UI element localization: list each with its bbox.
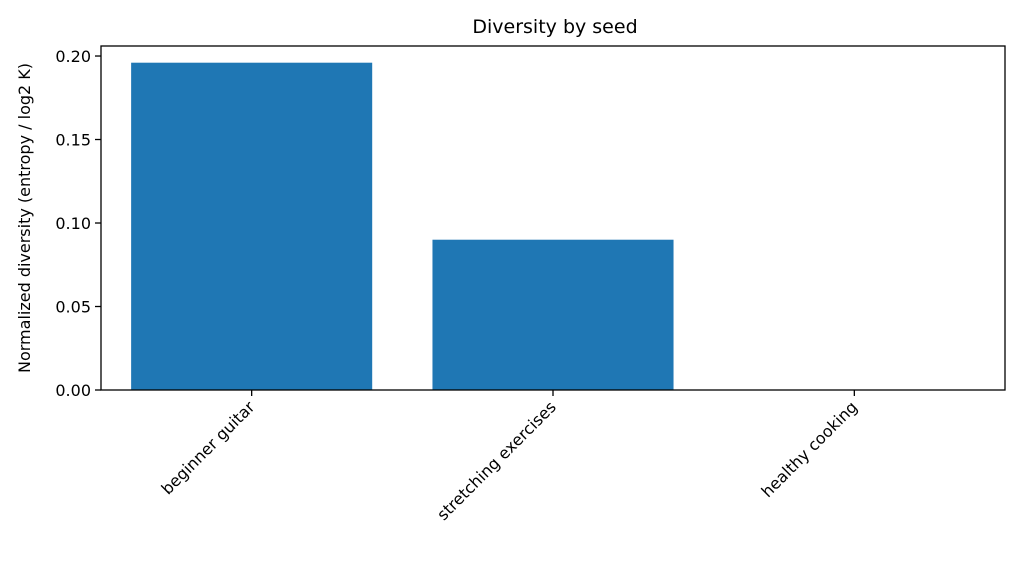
y-ticks-group: 0.00 0.05 0.10 0.15 0.20 bbox=[55, 47, 101, 400]
y-tick-label: 0.05 bbox=[55, 298, 91, 317]
x-ticks-group: beginner guitar stretching exercises healt… bbox=[158, 390, 862, 524]
bar-beginner-guitar bbox=[131, 62, 373, 390]
chart-title: Diversity by seed bbox=[472, 16, 637, 38]
x-tick-label: healthy cooking bbox=[758, 397, 862, 501]
bar-stretching-exercises bbox=[432, 239, 674, 390]
plot-frame bbox=[100, 45, 1006, 391]
bars-group bbox=[131, 62, 674, 390]
x-tick-label: stretching exercises bbox=[433, 397, 560, 524]
y-axis-label: Normalized diversity (entropy / log2 K) bbox=[15, 63, 34, 373]
y-tick-label: 0.15 bbox=[55, 131, 91, 150]
x-tick-label: beginner guitar bbox=[158, 397, 259, 498]
y-tick-label: 0.20 bbox=[55, 47, 91, 66]
y-tick-label: 0.10 bbox=[55, 214, 91, 233]
y-tick-label: 0.00 bbox=[55, 381, 91, 400]
